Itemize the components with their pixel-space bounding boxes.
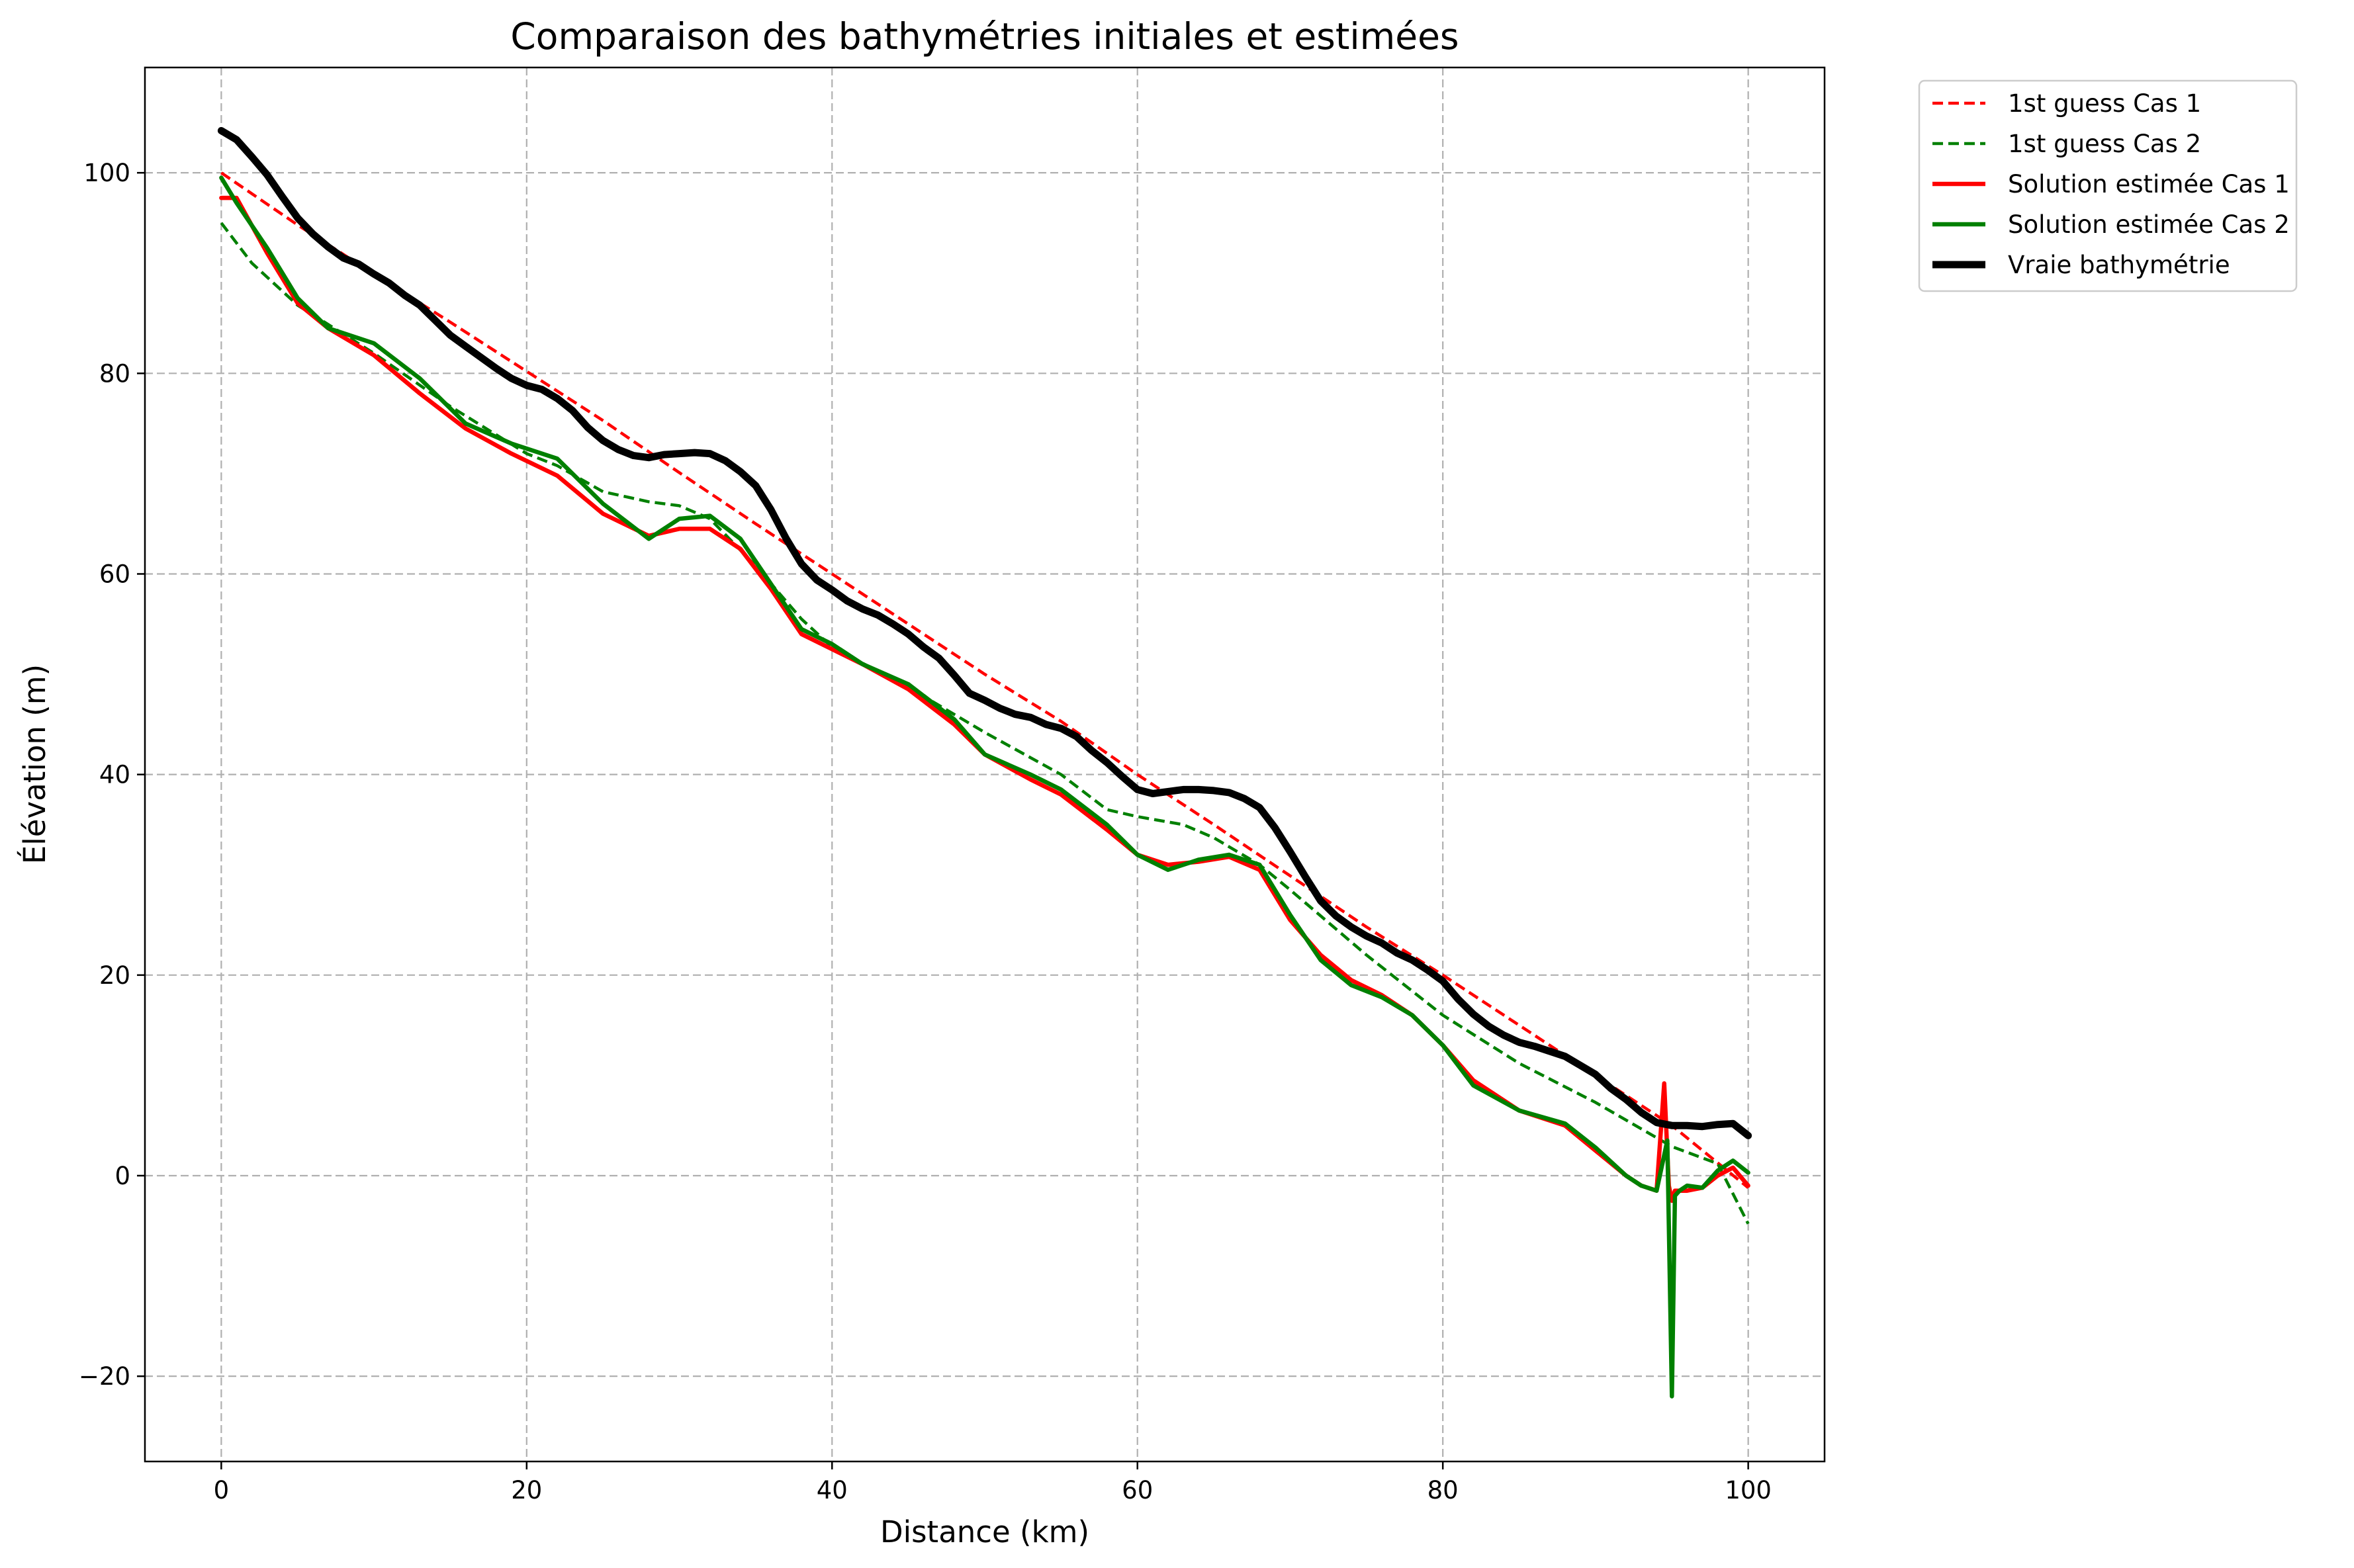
series-line-4 (219, 175, 1750, 1399)
legend: 1st guess Cas 1 1st guess Cas 2 Solution e… (1918, 79, 2298, 292)
grid-lines (145, 67, 1825, 1461)
series-line-3 (219, 195, 1750, 1203)
x-tick-label: 0 (214, 1476, 230, 1504)
legend-box (1918, 79, 2298, 292)
legend-label-2: 1st guess Cas 2 (2008, 130, 2201, 158)
series-line-5 (217, 127, 1752, 1139)
y-tick-label: 40 (99, 761, 130, 789)
legend-label-1: 1st guess Cas 1 (2008, 89, 2201, 118)
y-tick-label: 0 (114, 1162, 130, 1190)
series-lines (217, 127, 1752, 1399)
x-axis-label: Distance (km) (880, 1514, 1089, 1549)
y-axis-label: Élévation (m) (17, 664, 52, 864)
legend-label-4: Solution estimée Cas 2 (2008, 210, 2290, 239)
x-tick-label: 40 (817, 1476, 848, 1504)
x-tick-label: 20 (511, 1476, 542, 1504)
axis-ticks: 0 20 40 60 80 100 −20 0 20 40 60 80 100 (79, 159, 1772, 1504)
y-tick-label: 100 (83, 159, 130, 187)
y-tick-label: 20 (99, 961, 130, 990)
chart-title: Comparaison des bathymétries initiales e… (510, 15, 1459, 58)
y-tick-label: −20 (79, 1362, 130, 1391)
y-tick-label: 60 (99, 560, 130, 588)
x-tick-label: 80 (1427, 1476, 1459, 1504)
legend-label-3: Solution estimée Cas 1 (2008, 170, 2290, 198)
legend-label-5: Vraie bathymétrie (2008, 251, 2230, 279)
x-tick-label: 100 (1725, 1476, 1772, 1504)
series-line-1 (220, 171, 1750, 1189)
y-tick-label: 80 (99, 359, 130, 388)
plot-frame (144, 66, 1826, 1463)
x-tick-label: 60 (1122, 1476, 1153, 1504)
